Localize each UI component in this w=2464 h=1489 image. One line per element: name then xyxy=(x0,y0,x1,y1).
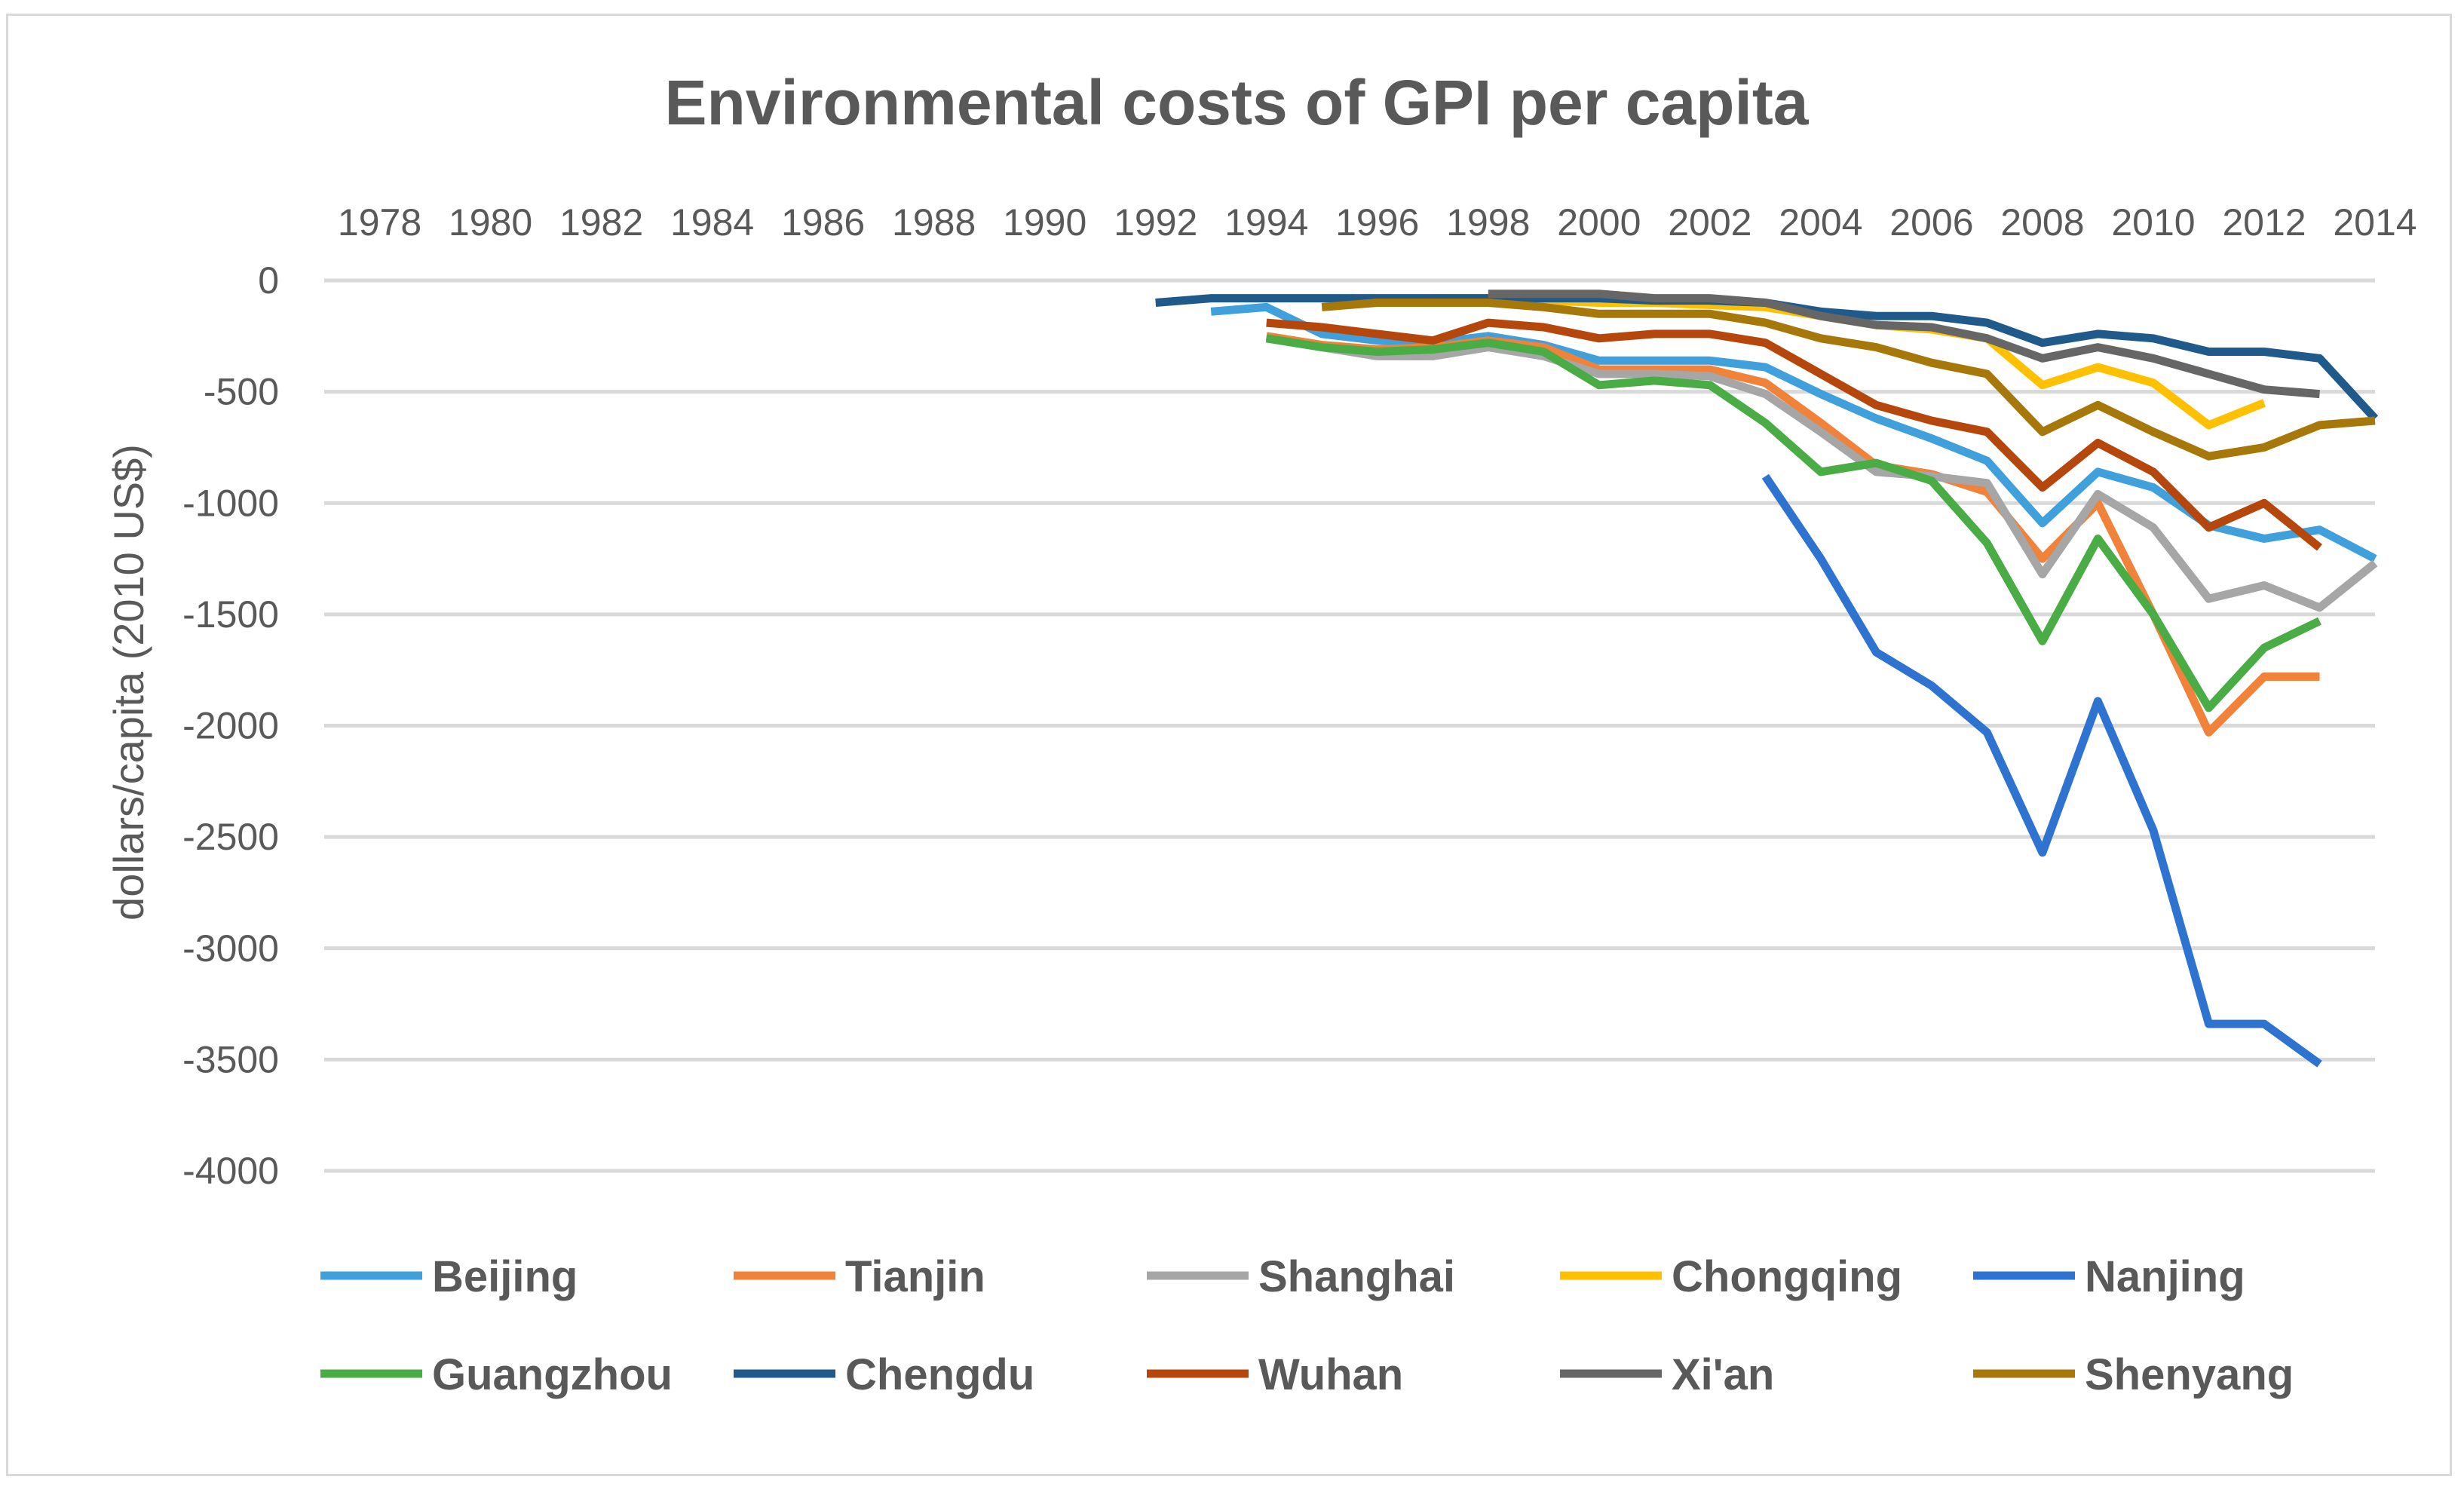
x-axis-tick-labels: 1978 1980 1982 1984 1986 1988 1990 1992 1994 1996… xyxy=(338,201,2417,244)
y-tick-label: -1000 xyxy=(182,482,279,524)
series-line-shenyang xyxy=(1321,299,2376,461)
series-line-wuhan xyxy=(1266,318,2322,551)
x-tick-label: 1990 xyxy=(1003,201,1086,244)
legend-item-xi-an: Xi'an xyxy=(1560,1350,1774,1399)
legend-label: Wuhan xyxy=(1258,1350,1403,1399)
legend-label: Xi'an xyxy=(1672,1350,1774,1399)
y-tick-label: -1500 xyxy=(182,593,279,636)
x-tick-label: 2008 xyxy=(2000,201,2084,244)
legend-item-chengdu: Chengdu xyxy=(734,1350,1034,1399)
x-tick-label: 2004 xyxy=(1779,201,1862,244)
x-tick-label: 2002 xyxy=(1668,201,1751,244)
legend-item-chongqing: Chongqing xyxy=(1560,1252,1902,1301)
legend-label: Beijing xyxy=(432,1252,578,1301)
chart-frame xyxy=(6,14,2452,1476)
x-tick-label: 2014 xyxy=(2333,201,2416,244)
x-tick-label: 2010 xyxy=(2111,201,2195,244)
x-tick-label: 1994 xyxy=(1224,201,1308,244)
y-tick-label: -3500 xyxy=(182,1038,279,1080)
x-tick-label: 1982 xyxy=(559,201,643,244)
y-tick-label: -2500 xyxy=(182,816,279,858)
series-line-shanghai xyxy=(1321,343,2378,612)
series-line-guangzhou xyxy=(1265,334,2321,712)
legend-item-wuhan: Wuhan xyxy=(1147,1350,1403,1399)
x-tick-label: 1980 xyxy=(449,201,532,244)
gridlines xyxy=(324,278,2375,1173)
y-tick-label: -2000 xyxy=(182,705,279,747)
x-tick-label: 1996 xyxy=(1335,201,1419,244)
x-tick-label: 1998 xyxy=(1446,201,1530,244)
x-tick-label: 1984 xyxy=(670,201,754,244)
x-tick-label: 2006 xyxy=(1889,201,1973,244)
legend-item-tianjin: Tianjin xyxy=(734,1252,985,1301)
legend: Beijing Tianjin Shanghai Chongqing Nanjing Gu… xyxy=(320,1252,2294,1399)
legend-label: Guangzhou xyxy=(432,1350,673,1399)
legend-label: Shenyang xyxy=(2085,1350,2294,1399)
chart-title: Environmental costs of GPI per capita xyxy=(664,67,1809,138)
x-tick-label: 1988 xyxy=(892,201,976,244)
legend-item-beijing: Beijing xyxy=(320,1252,578,1301)
series-line-nanjing xyxy=(1761,473,2322,1068)
legend-item-guangzhou: Guangzhou xyxy=(320,1350,673,1399)
y-tick-label: -500 xyxy=(204,371,279,413)
series-line-beijing xyxy=(1210,302,2377,562)
x-tick-label: 2000 xyxy=(1557,201,1641,244)
legend-label: Nanjing xyxy=(2085,1252,2245,1301)
legend-item-nanjing: Nanjing xyxy=(1973,1252,2245,1301)
y-tick-label: -3000 xyxy=(182,927,279,970)
legend-label: Tianjin xyxy=(845,1252,985,1301)
series-line-chengdu xyxy=(1155,294,2379,421)
x-tick-label: 2012 xyxy=(2222,201,2306,244)
x-tick-label: 1986 xyxy=(781,201,865,244)
legend-item-shanghai: Shanghai xyxy=(1147,1252,1455,1301)
y-tick-label: -4000 xyxy=(182,1150,279,1192)
legend-item-shenyang: Shenyang xyxy=(1973,1350,2294,1399)
legend-label: Chengdu xyxy=(845,1350,1034,1399)
legend-label: Shanghai xyxy=(1258,1252,1455,1301)
y-axis-title: dollars/capita (2010 US$) xyxy=(105,444,152,921)
y-axis-tick-labels: 0 -500 -1000 -1500 -2000 -2500 -3000 -3500 -4000 xyxy=(182,259,279,1192)
y-tick-label: 0 xyxy=(258,259,279,302)
legend-label: Chongqing xyxy=(1672,1252,1902,1301)
x-tick-label: 1978 xyxy=(338,201,421,244)
series-lines xyxy=(1155,290,2379,1068)
x-tick-label: 1992 xyxy=(1114,201,1197,244)
series-line-xi-an xyxy=(1488,290,2320,399)
